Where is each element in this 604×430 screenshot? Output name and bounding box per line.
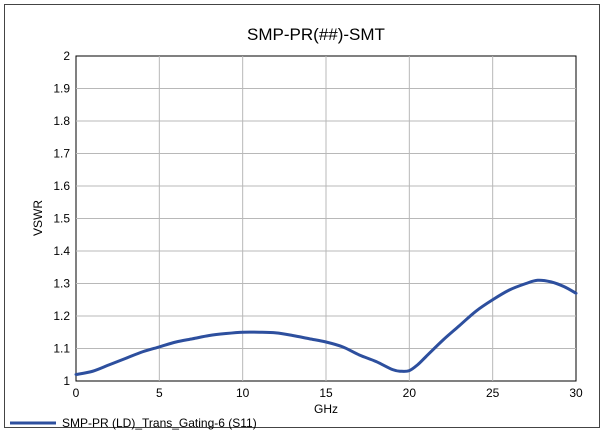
x-tick-labels: 0 5 10 15 20 25 30 <box>73 386 583 400</box>
y-tick-label: 1.3 <box>53 277 70 291</box>
y-tick-label: 1.9 <box>53 82 70 96</box>
x-tick-label: 15 <box>319 386 333 400</box>
x-tick-label: 0 <box>73 386 80 400</box>
chart-title: SMP-PR(##)-SMT <box>247 25 385 44</box>
x-tick-label: 10 <box>236 386 250 400</box>
y-tick-labels: 1 1.1 1.2 1.3 1.4 1.5 1.6 1.7 1.8 1.9 2 <box>53 49 70 388</box>
y-tick-label: 1.4 <box>53 244 70 258</box>
y-tick-label: 1.2 <box>53 309 70 323</box>
series-line-0 <box>74 278 578 376</box>
y-tick-label: 1.6 <box>53 179 70 193</box>
y-tick-label: 1 <box>63 374 70 388</box>
grid-lines <box>76 56 576 381</box>
x-tick-label: 20 <box>403 386 417 400</box>
legend-label: SMP-PR (LD)_Trans_Gating-6 (S11) <box>62 416 257 430</box>
x-tick-label: 5 <box>156 386 163 400</box>
y-tick-label: 1.7 <box>53 147 70 161</box>
y-tick-label: 2 <box>63 49 70 63</box>
y-tick-label: 1.5 <box>53 212 70 226</box>
series-lines <box>74 278 578 376</box>
y-tick-label: 1.1 <box>53 342 70 356</box>
x-tick-label: 30 <box>569 386 583 400</box>
x-axis-label: GHz <box>314 402 338 416</box>
y-tick-label: 1.8 <box>53 114 70 128</box>
legend: SMP-PR (LD)_Trans_Gating-6 (S11) <box>10 416 257 430</box>
x-tick-label: 25 <box>486 386 500 400</box>
y-axis-label: VSWR <box>31 200 45 236</box>
